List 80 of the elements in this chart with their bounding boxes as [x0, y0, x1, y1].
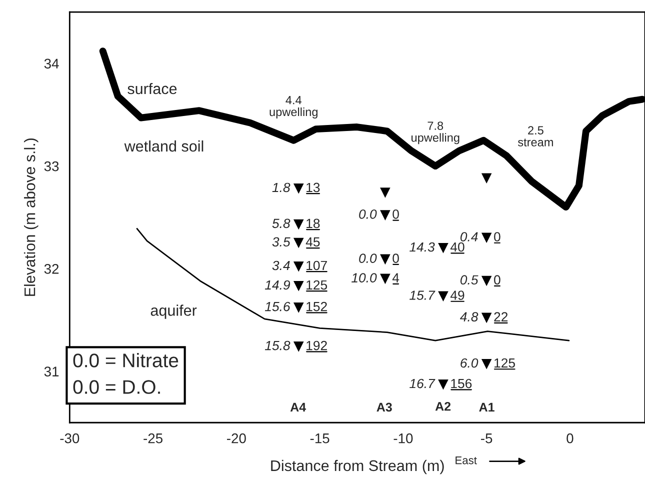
annotation: A1 — [479, 402, 494, 412]
annotation: 15.6 — [264, 302, 290, 312]
point — [293, 183, 304, 194]
annotation: aquifer — [150, 304, 197, 319]
annotation: 3.4 — [272, 260, 290, 270]
point — [481, 358, 492, 370]
annotation: surface — [128, 82, 177, 94]
point — [380, 254, 390, 265]
annotation: 192 — [306, 340, 327, 350]
annotation: 0 — [392, 209, 399, 219]
point — [380, 210, 390, 220]
annotation: 0.0 = Nitrate — [73, 353, 178, 368]
annotation: 0.0 — [359, 209, 377, 219]
annotation: 156 — [451, 378, 472, 388]
annotation: 0 — [494, 232, 500, 242]
annotation: 49 — [450, 290, 464, 300]
y-tick-label: 33 — [44, 161, 59, 172]
point — [293, 219, 304, 230]
x-tick-label: -10 — [394, 433, 413, 444]
annotation: 14.9 — [264, 280, 290, 290]
annotation: 15.7 — [410, 290, 436, 300]
annotation: 0 — [392, 254, 399, 263]
x-tick-label: -30 — [60, 433, 80, 444]
x-tick-label: -15 — [310, 434, 330, 444]
annotation: 0.5 — [460, 275, 478, 285]
annotation: A2 — [435, 402, 451, 411]
annotation: wetland soil — [124, 140, 204, 152]
annotation: 40 — [450, 242, 464, 252]
x-tick-label: -20 — [227, 433, 246, 444]
y-tick-label: 31 — [44, 366, 59, 376]
point — [293, 238, 304, 248]
point — [438, 242, 448, 254]
annotation: 0.0 = D.O. — [73, 380, 160, 394]
annotation: 15.8 — [264, 340, 290, 350]
point — [380, 188, 390, 198]
annotation: 107 — [306, 260, 327, 270]
annotation: 45 — [306, 237, 320, 247]
annotation: 5.8 — [272, 218, 290, 228]
annotation: 1.8 — [272, 182, 290, 192]
x-tick-label: -5 — [481, 434, 492, 444]
annotation: 16.7 — [410, 378, 436, 388]
point — [481, 173, 492, 184]
annotation: 4.8 — [460, 312, 478, 322]
point — [293, 302, 304, 313]
annotation: 0.4 — [460, 232, 478, 242]
x-axis-title: Distance from Stream (m) — [271, 460, 444, 474]
point — [481, 232, 492, 244]
line-series — [136, 228, 570, 342]
annotation: 2.5 stream — [518, 126, 553, 146]
annotation: 0.0 — [359, 254, 377, 263]
x-tick-label: 0 — [566, 433, 574, 444]
annotation: A3 — [376, 402, 392, 412]
point — [481, 276, 492, 286]
annotation: 125 — [306, 280, 328, 290]
text: East — [456, 456, 477, 464]
point — [481, 312, 492, 324]
annotation: 4.4 upwelling — [270, 96, 318, 118]
point — [438, 380, 448, 390]
annotation: 0 — [494, 275, 500, 285]
annotation: 3.5 — [272, 237, 290, 247]
y-tick-label: 34 — [44, 58, 59, 69]
annotation: 6.0 — [460, 358, 478, 368]
annotation: 22 — [494, 312, 508, 322]
point — [438, 291, 448, 302]
point — [293, 342, 304, 352]
x-tick-label: -25 — [144, 433, 162, 444]
point — [380, 274, 390, 284]
annotation: A4 — [290, 402, 306, 412]
point — [293, 280, 304, 292]
annotation: 4 — [392, 273, 400, 282]
y-tick-label: 32 — [44, 264, 59, 274]
annotation: 10.0 — [352, 273, 377, 282]
annotation: 7.8 upwelling — [412, 122, 460, 144]
y-axis-title: Elevation (m above s.l.) — [24, 138, 38, 296]
point — [293, 261, 304, 272]
annotation: 18 — [306, 218, 320, 228]
annotation: 125 — [494, 358, 515, 368]
annotation: 13 — [306, 182, 320, 192]
annotation: 152 — [306, 302, 327, 312]
annotation: 14.3 — [410, 242, 435, 252]
